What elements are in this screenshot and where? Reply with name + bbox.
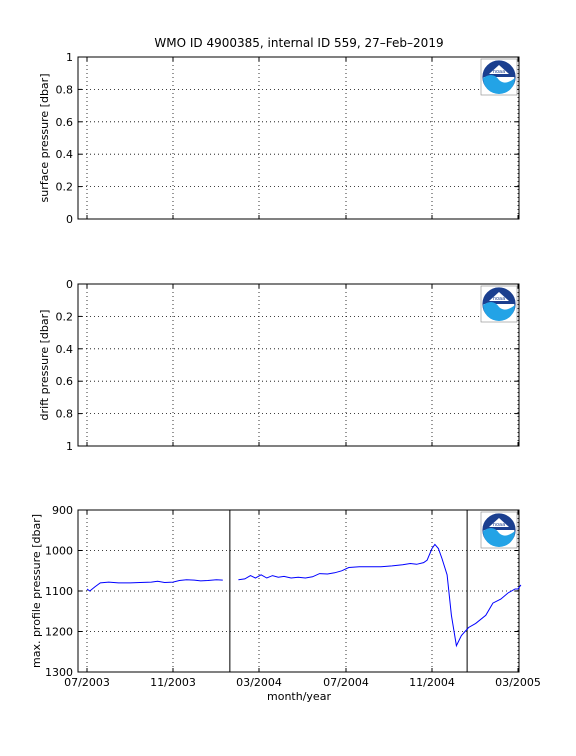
y-tick-label: 900: [52, 504, 73, 517]
panels: 0 0.2 0.4 0.6 0.8 1 surface pressure [dbar] noa…: [30, 51, 541, 689]
y-tick-label: 1300: [45, 666, 73, 679]
plot-frame: [77, 283, 520, 447]
y-tick-label: 0.4: [56, 343, 74, 356]
chart-panel-1: 0 0.2 0.4 0.6 0.8 1 surface pressure [dbar] noa…: [38, 51, 520, 226]
chart-panel-2: 0 0.2 0.4 0.6 0.8 1 drift pressure [dbar] noaa: [38, 278, 520, 453]
x-tick-label: 11/2004: [409, 676, 455, 689]
chart-title: WMO ID 4900385, internal ID 559, 27–Feb–…: [154, 36, 443, 50]
y-tick-label: 1200: [45, 626, 73, 639]
y-tick-label: 0.4: [56, 148, 74, 161]
x-tick-label: 07/2004: [323, 676, 369, 689]
y-tick-label: 0: [66, 213, 73, 226]
y-tick-label: 0.8: [56, 408, 74, 421]
y-tick-label: 0.6: [56, 116, 74, 129]
noaa-logo-icon: noaa: [480, 285, 518, 323]
x-tick-label: 03/2004: [236, 676, 282, 689]
data-line-segment-2: [238, 543, 522, 648]
y-tick-label: 1: [66, 440, 73, 453]
noaa-logo-text: noaa: [493, 522, 505, 528]
noaa-logo-wave: [483, 74, 515, 94]
y-axis-label: drift pressure [dbar]: [38, 310, 51, 421]
y-tick-label: 0: [66, 278, 73, 291]
noaa-logo-text: noaa: [493, 296, 505, 302]
y-tick-label: 0.2: [56, 181, 74, 194]
noaa-logo-icon: noaa: [480, 511, 518, 549]
noaa-logo-gull: [489, 65, 509, 74]
x-tick-label: 07/2003: [64, 676, 110, 689]
noaa-logo-icon: noaa: [480, 58, 518, 96]
plot-frame: [77, 56, 520, 220]
x-tick-label: 11/2003: [150, 676, 196, 689]
y-axis-label: surface pressure [dbar]: [38, 74, 51, 203]
y-tick-label: 1: [66, 51, 73, 64]
noaa-logo-wave: [483, 301, 515, 321]
y-tick-label: 0.8: [56, 83, 74, 96]
data-line-segment-1: [86, 579, 223, 592]
y-tick-label: 0.6: [56, 375, 74, 388]
x-tick-label: 03/2005: [495, 676, 541, 689]
y-tick-label: 1000: [45, 545, 73, 558]
noaa-logo-gull: [489, 518, 509, 527]
y-tick-label: 0.2: [56, 310, 74, 323]
y-axis-label: max. profile pressure [dbar]: [30, 514, 43, 668]
noaa-logo-wave: [483, 527, 515, 547]
y-tick-label: 1100: [45, 585, 73, 598]
x-axis-label: month/year: [267, 690, 331, 703]
noaa-logo-gull: [489, 292, 509, 301]
noaa-logo-text: noaa: [493, 69, 505, 75]
